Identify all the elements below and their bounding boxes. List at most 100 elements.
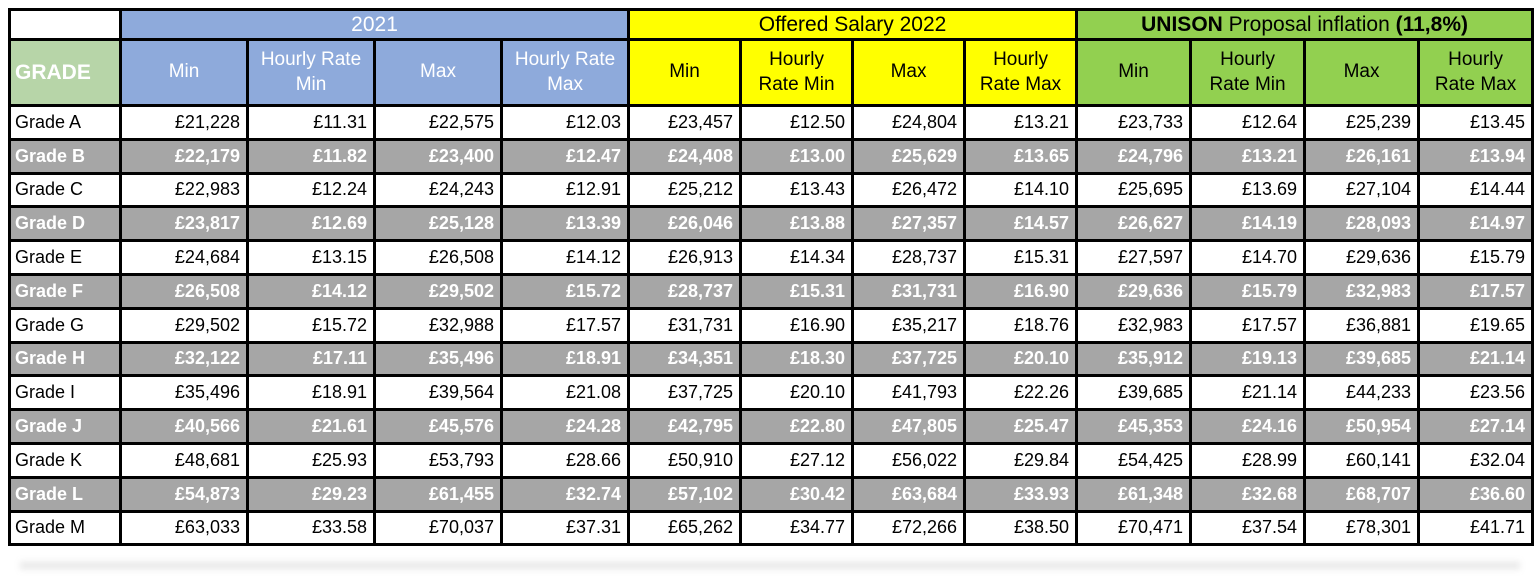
value-cell: £47,805 [851,408,967,445]
value-cell: £32,983 [1075,306,1193,344]
value-cell: £24.28 [499,408,631,445]
table-row: Grade M £63,033 £33.58 £70,037 £37.31 £65,262… [8,509,1535,547]
value-cell: £25,239 [1303,104,1421,141]
value-cell: £12.69 [246,205,376,243]
value-cell: £26,046 [627,205,743,243]
table-row: Grade K £48,681 £25.93 £53,793 £28.66 £50,910… [8,441,1535,479]
value-cell: £13.21 [963,104,1079,141]
value-cell: £60,141 [1303,441,1421,479]
value-cell: £17.57 [499,306,631,344]
value-cell: £12.91 [499,171,631,209]
value-cell: £32,988 [373,306,503,344]
grade-label: Grade J [8,408,122,445]
value-cell: £65,262 [627,509,743,547]
value-cell: £63,033 [119,509,249,547]
col-header-unison-hourly-max: Hourly Rate Max [1417,38,1535,107]
value-cell: £14.19 [1189,205,1307,243]
value-cell: £21.61 [246,408,376,445]
value-cell: £19.13 [1189,340,1307,378]
value-cell: £32,122 [119,340,249,378]
value-cell: £26,161 [1303,137,1421,175]
value-cell: £32,983 [1303,272,1421,310]
value-cell: £50,954 [1303,408,1421,445]
value-cell: £61,348 [1075,475,1193,513]
table-row: Grade J £40,566 £21.61 £45,576 £24.28 £42,795… [8,408,1535,445]
value-cell: £29.84 [963,441,1079,479]
grade-label: Grade A [8,104,122,141]
col-header-2022-hourly-min: Hourly Rate Min [739,38,855,107]
value-cell: £27.14 [1417,408,1535,445]
grade-label: Grade G [8,306,122,344]
value-cell: £53,793 [373,441,503,479]
value-cell: £56,022 [851,441,967,479]
value-cell: £17.57 [1417,272,1535,310]
corner-cell [8,8,122,41]
value-cell: £15.79 [1417,239,1535,276]
value-cell: £14.44 [1417,171,1535,209]
value-cell: £25,629 [851,137,967,175]
value-cell: £27,104 [1303,171,1421,209]
value-cell: £15.72 [499,272,631,310]
value-cell: £29.23 [246,475,376,513]
value-cell: £28.66 [499,441,631,479]
value-cell: £37.54 [1189,509,1307,547]
value-cell: £26,508 [119,272,249,310]
value-cell: £27.12 [739,441,855,479]
table-row: Grade E £24,684 £13.15 £26,508 £14.12 £26,913… [8,239,1535,276]
value-cell: £29,636 [1075,272,1193,310]
grade-label: Grade K [8,441,122,479]
value-cell: £37,725 [851,340,967,378]
value-cell: £37,725 [627,374,743,412]
value-cell: £35,496 [119,374,249,412]
value-cell: £13.94 [1417,137,1535,175]
value-cell: £22,983 [119,171,249,209]
value-cell: £38.50 [963,509,1079,547]
grade-label: Grade B [8,137,122,175]
value-cell: £12.47 [499,137,631,175]
grade-column-header: GRADE [8,38,122,107]
value-cell: £28,093 [1303,205,1421,243]
value-cell: £21.14 [1189,374,1307,412]
bottom-artifact [20,561,1520,570]
grade-label: Grade H [8,340,122,378]
value-cell: £21,228 [119,104,249,141]
value-cell: £20.10 [963,340,1079,378]
value-cell: £26,627 [1075,205,1193,243]
table-row: Grade H £32,122 £17.11 £35,496 £18.91 £34,351… [8,340,1535,378]
value-cell: £22.26 [963,374,1079,412]
grade-label: Grade M [8,509,122,547]
value-cell: £20.10 [739,374,855,412]
value-cell: £14.10 [963,171,1079,209]
value-cell: £44,233 [1303,374,1421,412]
value-cell: £24,408 [627,137,743,175]
value-cell: £54,873 [119,475,249,513]
value-cell: £45,576 [373,408,503,445]
value-cell: £28,737 [851,239,967,276]
value-cell: £14.97 [1417,205,1535,243]
value-cell: £41,793 [851,374,967,412]
col-header-2021-hourly-max: Hourly Rate Max [499,38,631,107]
value-cell: £26,508 [373,239,503,276]
table-row: Grade D £23,817 £12.69 £25,128 £13.39 £26,046… [8,205,1535,243]
grade-label: Grade C [8,171,122,209]
value-cell: £48,681 [119,441,249,479]
value-cell: £17.11 [246,340,376,378]
value-cell: £63,684 [851,475,967,513]
value-cell: £23,733 [1075,104,1193,141]
value-cell: £18.30 [739,340,855,378]
value-cell: £24,684 [119,239,249,276]
value-cell: £25,695 [1075,171,1193,209]
grade-label: Grade D [8,205,122,243]
value-cell: £13.88 [739,205,855,243]
value-cell: £26,472 [851,171,967,209]
value-cell: £13.43 [739,171,855,209]
value-cell: £13.65 [963,137,1079,175]
value-cell: £29,502 [373,272,503,310]
value-cell: £24.16 [1189,408,1307,445]
value-cell: £11.82 [246,137,376,175]
value-cell: £24,243 [373,171,503,209]
value-cell: £15.72 [246,306,376,344]
value-cell: £57,102 [627,475,743,513]
value-cell: £14.57 [963,205,1079,243]
value-cell: £31,731 [851,272,967,310]
